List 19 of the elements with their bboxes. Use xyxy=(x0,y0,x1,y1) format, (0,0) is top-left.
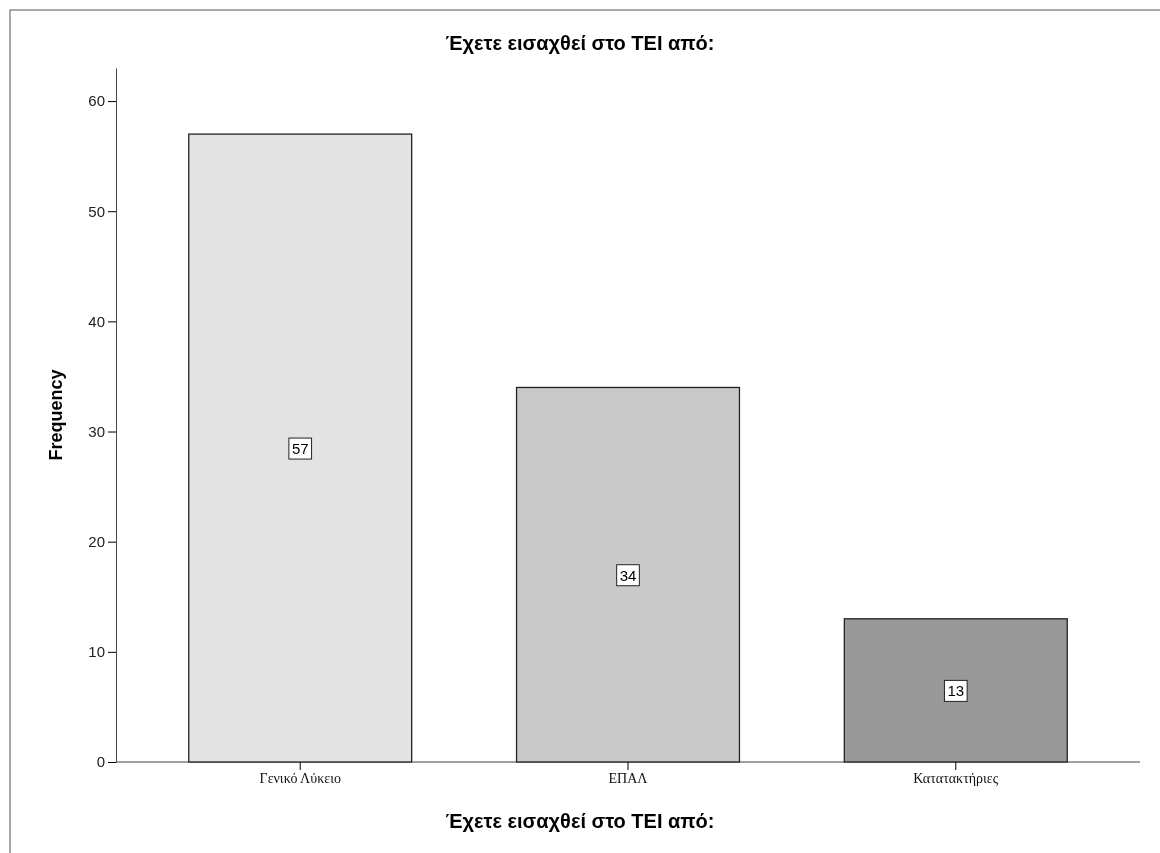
y-tick-label: 10 xyxy=(88,643,105,661)
chart-title: Έχετε εισαχθεί στο ΤΕΙ από: xyxy=(445,32,715,54)
x-tick-label: Κατατακτήριες xyxy=(913,770,999,786)
y-axis-title: Frequency xyxy=(46,369,66,461)
x-axis-title: Έχετε εισαχθεί στο ΤΕΙ από: xyxy=(445,810,715,832)
y-tick-label: 50 xyxy=(88,202,105,220)
y-tick-label: 60 xyxy=(88,92,105,110)
x-tick-label: Γενικό Λύκειο xyxy=(259,770,341,786)
data-label: 57 xyxy=(291,440,309,458)
x-tick-label: ΕΠΑΛ xyxy=(608,770,649,786)
bar xyxy=(843,618,1068,763)
data-label: 13 xyxy=(947,682,965,700)
y-tick-label: 30 xyxy=(88,422,105,440)
bar xyxy=(515,386,741,763)
y-tick-label: 0 xyxy=(96,753,105,771)
y-tick-label: 40 xyxy=(88,312,105,330)
data-label: 34 xyxy=(619,566,637,584)
y-tick-label: 20 xyxy=(88,532,105,550)
bar xyxy=(188,133,413,763)
